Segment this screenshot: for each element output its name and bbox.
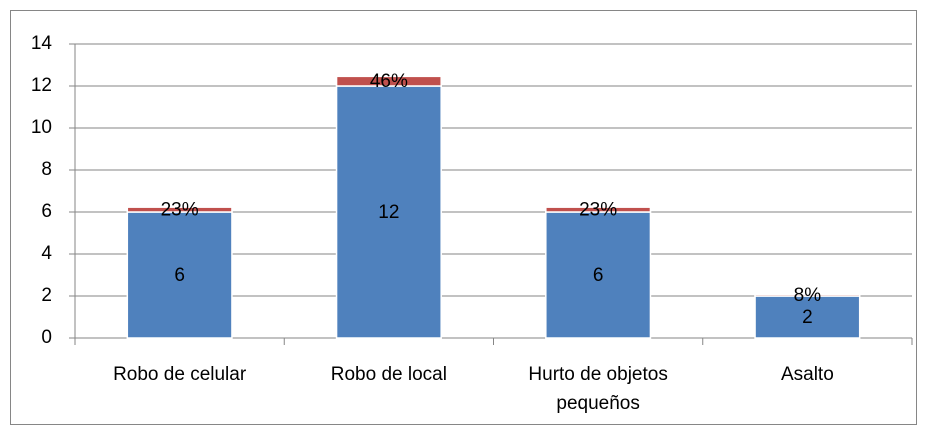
y-tick-label: 12 <box>31 75 52 96</box>
bar-segment <box>126 206 233 213</box>
x-tick-label: Hurto de objetos pequeños <box>528 364 668 414</box>
data-label: 2 <box>802 307 813 328</box>
data-label: 6 <box>593 265 604 286</box>
bar-segment <box>545 206 652 213</box>
bar-segment <box>545 211 652 339</box>
y-tick-label: 14 <box>31 33 53 54</box>
bar-segment <box>335 85 442 339</box>
y-tick-label: 0 <box>41 327 52 348</box>
data-label: 46% <box>370 71 408 92</box>
data-label: 12 <box>378 202 399 223</box>
y-tick-label: 2 <box>41 285 52 306</box>
x-tick-label: Asalto <box>780 364 834 385</box>
data-label: 23% <box>161 200 199 221</box>
y-tick-label: 10 <box>31 117 52 138</box>
y-tick-label: 4 <box>41 243 52 264</box>
data-label: 8% <box>794 285 822 306</box>
x-tick-label: Robo de local <box>330 364 447 385</box>
x-tick-label: Robo de celular <box>113 364 247 385</box>
data-label: 23% <box>579 200 617 221</box>
y-tick-label: 8 <box>41 159 52 180</box>
bar-segment <box>754 293 861 297</box>
y-tick-label: 6 <box>41 201 52 222</box>
bar-segment <box>335 75 442 87</box>
data-label: 6 <box>174 265 185 286</box>
